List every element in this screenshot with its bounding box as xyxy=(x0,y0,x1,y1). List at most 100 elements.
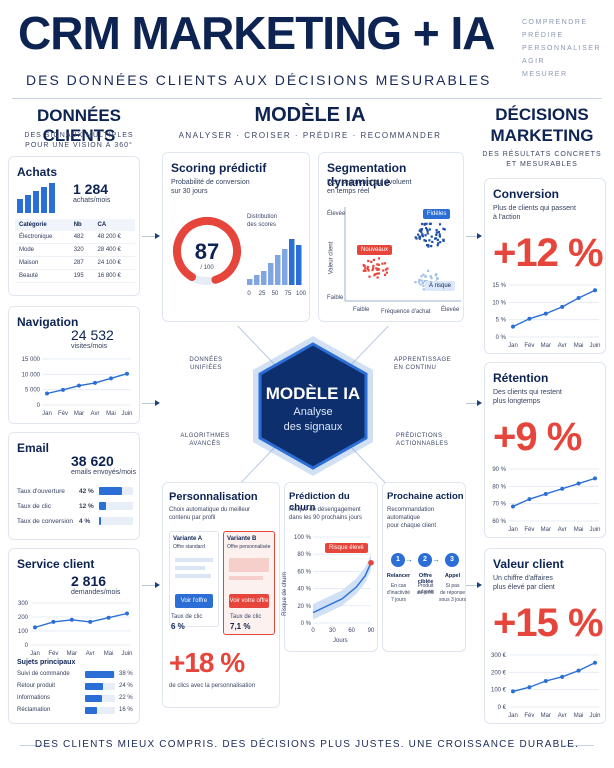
step-detail: 7 jours xyxy=(390,597,406,603)
hub-label-line: ACTIONNABLES xyxy=(396,441,449,447)
segment-label-risque: À risque xyxy=(425,281,456,291)
data-point xyxy=(576,481,581,486)
table-cell: 24 100 € xyxy=(93,256,135,270)
confidence-band xyxy=(313,554,371,620)
flow-connector xyxy=(466,585,478,586)
series-line xyxy=(312,562,372,614)
table-row: Beauté 195 16 800 € xyxy=(15,269,135,283)
topic-bar-track xyxy=(85,671,115,678)
achats-card: Achats 1 284 achats/mois Catégorie Nb CA… xyxy=(8,156,140,296)
y-tick-label: 20 % xyxy=(297,604,311,610)
tag-item: PRÉDIRE xyxy=(522,32,564,39)
y-tick-label: 200 xyxy=(18,615,29,621)
perso-uplift: +18 % xyxy=(169,647,245,678)
y-tick-label: 60 % xyxy=(492,519,506,525)
service-title: Service client xyxy=(17,557,95,571)
scatter-point xyxy=(418,278,421,282)
hub-line-2: des signaux xyxy=(283,421,343,433)
table-cell: 48 200 € xyxy=(93,231,135,244)
risk-point xyxy=(368,560,374,566)
x-tick-label: Avr xyxy=(558,343,567,349)
topic-bar-track xyxy=(85,707,115,714)
x-tick-label: 60 xyxy=(348,628,355,634)
scatter-point xyxy=(366,267,369,271)
metric-label: Taux d'ouverture xyxy=(17,488,65,495)
metric-value: 4 % xyxy=(79,518,91,525)
hub-label-line: AVANCÉS xyxy=(189,441,221,447)
x-tick-label: Juin xyxy=(589,527,600,533)
step-detail: Si pas xyxy=(445,583,460,589)
metric-label: Taux de conversion xyxy=(17,518,74,525)
scatter-point xyxy=(439,241,442,244)
scatter-point xyxy=(435,233,438,236)
service-value: 2 816 xyxy=(71,573,107,589)
scatter-point xyxy=(375,272,379,275)
perso-sub-line: Choix automatique du meilleur xyxy=(169,507,251,513)
scatter-point xyxy=(435,231,438,234)
data-point xyxy=(511,504,515,509)
variant-b-rate-label: Taux de clic xyxy=(230,614,262,620)
x-tick-label: Juin xyxy=(589,713,600,719)
table-row: Électronique 482 48 200 € xyxy=(15,231,135,244)
data-point xyxy=(93,380,97,385)
scatter-point xyxy=(377,263,380,266)
left-column-title: DONNÉES CLIENTS xyxy=(36,106,122,145)
scatter-point xyxy=(425,227,428,230)
topic-row: Informations 22 % xyxy=(17,694,135,706)
valeur-uplift: +15 % xyxy=(493,601,604,645)
seg-y-label: Valeur client xyxy=(328,241,335,275)
y-tick-label: 0 € xyxy=(498,705,507,711)
tag-item: AGIR xyxy=(522,58,546,65)
table-row: Maison 287 24 100 € xyxy=(15,256,135,270)
table-cell: 287 xyxy=(69,256,94,270)
service-unit: demandes/mois xyxy=(71,589,121,596)
scatter-point xyxy=(435,229,438,232)
hub-title: MODÈLE IA xyxy=(265,384,361,403)
variant-a-button[interactable]: Voir l'offre xyxy=(175,594,213,608)
segment-label-nouveaux: Nouveaux xyxy=(357,245,393,255)
conversion-card: Conversion Plus de clients qui passent à… xyxy=(484,178,606,354)
scatter-point xyxy=(428,222,431,225)
flow-arrow xyxy=(477,400,482,406)
retention-chart: 90 % 80 % 70 % 60 %Jan Fév Mar Avr Mai Juin xyxy=(492,467,600,533)
left-sub-line: POUR UNE VISION À 360° xyxy=(25,142,133,149)
x-tick-label: Jan xyxy=(508,713,518,719)
scatter-point xyxy=(428,239,431,242)
seg-x-label: Fréquence d'achat xyxy=(381,309,431,315)
scatter-point xyxy=(424,234,427,237)
data-point xyxy=(593,476,597,481)
flow-arrow xyxy=(155,400,160,406)
scatter-point xyxy=(421,234,424,237)
table-cell: 16 800 € xyxy=(93,269,135,283)
metric-bar-track xyxy=(99,487,133,495)
step-number: 3 xyxy=(445,553,459,567)
scatter-point xyxy=(420,230,423,234)
x-tick-label: 75 xyxy=(285,291,292,297)
scatter-point xyxy=(374,273,377,276)
series-line xyxy=(34,612,128,629)
variant-b-button[interactable]: Voir votre offre xyxy=(229,594,269,608)
scatter-point xyxy=(418,229,421,232)
footer-divider xyxy=(20,745,50,746)
topic-bar-track xyxy=(85,683,115,690)
scatter-point xyxy=(430,235,433,238)
histogram-bar xyxy=(296,245,302,285)
x-tick-label: Mai xyxy=(574,713,584,719)
segment-label-fideles: Fidèles xyxy=(423,209,451,219)
y-tick-label: 10 % xyxy=(492,300,506,306)
x-tick-label: Fév xyxy=(524,343,534,349)
scatter-point xyxy=(419,228,422,231)
variant-a-rate: 6 % xyxy=(171,622,185,631)
flow-arrow xyxy=(477,582,482,588)
scatter-point xyxy=(372,267,375,270)
x-tick-label: Fév xyxy=(524,713,534,719)
scatter-point xyxy=(414,236,417,239)
scatter-point xyxy=(366,265,369,269)
action-steps: 1 → Relancer En cas d'inactivité 7 jours 2 → Off… xyxy=(385,553,466,643)
scatter-point xyxy=(382,269,385,272)
topic-row: Retour produit 24 % xyxy=(17,682,135,694)
dist-label-line: Distribution xyxy=(247,214,278,220)
segmentation-title: Segmentation dynamique xyxy=(327,161,407,189)
conversion-sub-line: Plus de clients qui passent xyxy=(493,205,576,212)
x-tick-label: 0 xyxy=(311,628,315,634)
